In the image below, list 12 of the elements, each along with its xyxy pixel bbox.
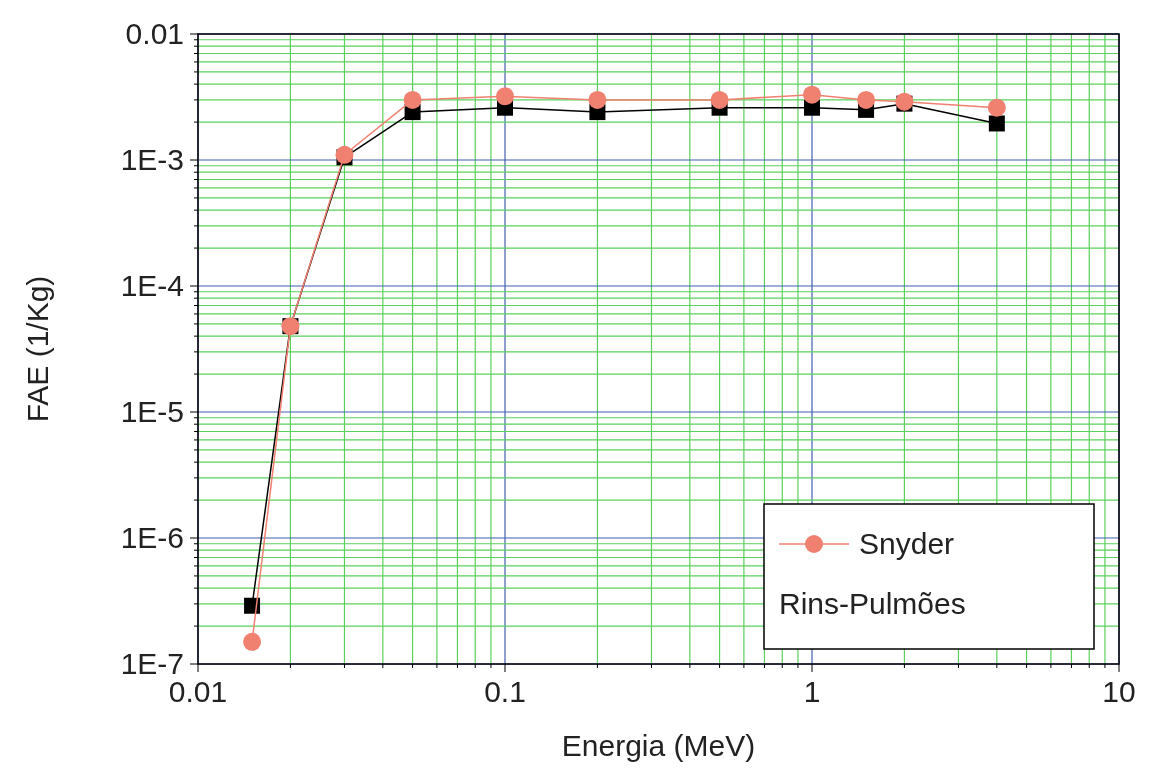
legend-label: Snyder	[859, 527, 955, 560]
y-tick-label: 1E-6	[120, 521, 184, 554]
x-tick-label: 0.1	[484, 675, 526, 708]
y-tick-label: 1E-5	[120, 395, 184, 428]
x-tick-label: 1	[803, 675, 821, 708]
y-tick-label: 1E-4	[120, 269, 184, 302]
x-axis-title: Energia (MeV)	[561, 729, 756, 762]
y-axis-title: FAE (1/Kg)	[21, 275, 54, 423]
y-tick-label: 0.01	[125, 17, 184, 50]
x-tick-label: 10	[1102, 675, 1136, 708]
y-tick-label: 1E-3	[120, 143, 184, 176]
annotation: Rins-Pulmões	[779, 587, 966, 620]
